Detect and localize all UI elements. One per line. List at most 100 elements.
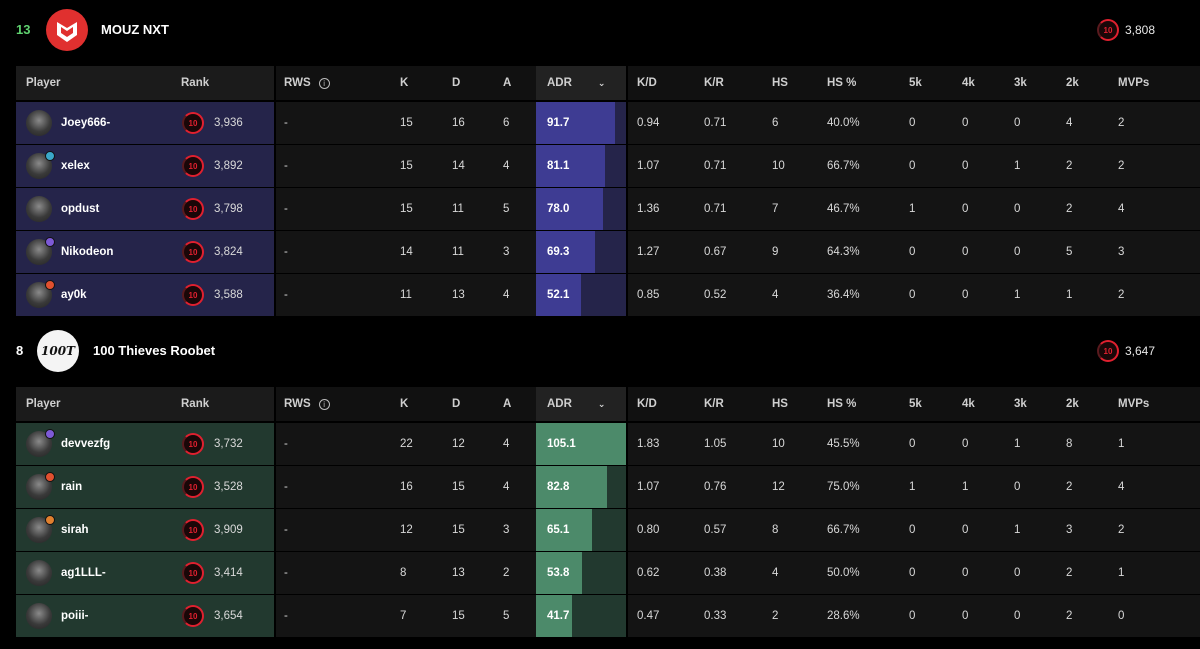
header-rws[interactable]: RWS i xyxy=(284,387,330,421)
header-hs-pct[interactable]: HS % xyxy=(827,387,856,421)
stat-kr: 0.71 xyxy=(704,203,727,215)
header-label: 5k xyxy=(909,398,922,410)
player-name[interactable]: sirah xyxy=(61,524,89,536)
stat-a: 4 xyxy=(503,481,510,493)
stat-hs-pct: 66.7% xyxy=(827,160,860,172)
header-k5[interactable]: 5k xyxy=(909,387,922,421)
team-name[interactable]: 100 Thieves Roobet xyxy=(93,343,216,358)
header-adr[interactable]: ADR ⌄ xyxy=(547,66,605,100)
header-label: RWS xyxy=(284,77,311,89)
stat-k3: 1 xyxy=(1014,289,1021,301)
player-name[interactable]: Joey666- xyxy=(61,117,111,129)
header-rank[interactable]: Rank xyxy=(181,77,210,89)
header-hs-pct[interactable]: HS % xyxy=(827,66,856,100)
table-row[interactable]: Joey666- 10 3,936 - 15 16 6 0.94 0.71 6 40.0% 0 0 0 4 2… xyxy=(16,102,1200,144)
team-logo[interactable]: 100T xyxy=(37,330,79,372)
stat-adr: 52.1 xyxy=(547,289,570,301)
player-name[interactable]: rain xyxy=(61,481,83,493)
stat-rws: - xyxy=(284,481,288,493)
header-a[interactable]: A xyxy=(503,387,511,421)
table-row[interactable]: rain 10 3,528-16 15 4 1.07 0.76 12 75.0% 1 1 0 2 4 82.… xyxy=(16,466,1200,508)
player-name[interactable]: poiii- xyxy=(61,610,89,622)
header-mvps[interactable]: MVPs xyxy=(1118,387,1149,421)
adr-bar xyxy=(536,423,626,465)
header-rank[interactable]: Rank xyxy=(181,398,210,410)
stat-rws: - xyxy=(284,246,288,258)
avatar[interactable] xyxy=(26,110,52,136)
stat-k5: 0 xyxy=(909,524,916,536)
player-name[interactable]: ay0k xyxy=(61,289,87,301)
table-row[interactable]: xelex 10 3,892 - 15 14 4 1.07 0.71 10 66.7% 0 0 1 2 2 81… xyxy=(16,145,1200,187)
avatar[interactable] xyxy=(26,560,52,586)
header-hs[interactable]: HS xyxy=(772,387,788,421)
stat-k5: 1 xyxy=(909,203,916,215)
header-kr[interactable]: K/R xyxy=(704,66,724,100)
stat-d: 11 xyxy=(452,203,464,215)
header-k2[interactable]: 2k xyxy=(1066,387,1079,421)
header-hs[interactable]: HS xyxy=(772,66,788,100)
header-label: HS % xyxy=(827,398,857,410)
header-k2[interactable]: 2k xyxy=(1066,66,1079,100)
header-mvps[interactable]: MVPs xyxy=(1118,66,1149,100)
header-player[interactable]: Player xyxy=(26,77,61,89)
header-a[interactable]: A xyxy=(503,66,511,100)
player-name[interactable]: xelex xyxy=(61,160,90,172)
header-d[interactable]: D xyxy=(452,66,460,100)
stat-a: 2 xyxy=(503,567,510,579)
header-k3[interactable]: 3k xyxy=(1014,66,1027,100)
stat-mvps: 3 xyxy=(1118,246,1125,258)
player-name[interactable]: ag1LLL- xyxy=(61,567,106,579)
header-adr[interactable]: ADR ⌄ xyxy=(547,387,605,421)
level-10-icon: 10 xyxy=(182,519,204,541)
header-label: MVPs xyxy=(1118,398,1150,410)
header-rws[interactable]: RWS i xyxy=(284,66,330,100)
stat-k2: 2 xyxy=(1066,567,1073,579)
stat-k: 11 xyxy=(400,289,412,301)
player-name[interactable]: Nikodeon xyxy=(61,246,114,258)
table-row[interactable]: devvezfg 10 3,732 - 22 12 4 1.83 1.05 10 45.5% 0 0 1 8… xyxy=(16,423,1200,465)
table-row[interactable]: poiii- 10 3,654 - 7 15 5 0.47 0.33 2 28.6% 0 0 0 2 0 41.… xyxy=(16,595,1200,637)
header-k4[interactable]: 4k xyxy=(962,66,975,100)
header-k4[interactable]: 4k xyxy=(962,387,975,421)
info-icon[interactable]: i xyxy=(318,398,330,410)
stat-k3: 1 xyxy=(1014,524,1021,536)
stat-kd: 0.62 xyxy=(637,567,660,579)
stat-mvps: 2 xyxy=(1118,117,1125,129)
info-icon[interactable]: i xyxy=(318,77,330,89)
team-logo[interactable] xyxy=(46,9,88,51)
avatar[interactable] xyxy=(26,196,52,222)
player-name[interactable]: devvezfg xyxy=(61,438,111,450)
header-kd[interactable]: K/D xyxy=(637,66,657,100)
header-kr[interactable]: K/R xyxy=(704,387,724,421)
avatar[interactable] xyxy=(26,603,52,629)
header-k[interactable]: K xyxy=(400,66,408,100)
stat-mvps: 2 xyxy=(1118,160,1125,172)
table-row[interactable]: sirah 10 3,909 - 12 15 3 0.80 0.57 8 66.7% 0 0 1 3 2 65.… xyxy=(16,509,1200,551)
table-row[interactable]: ay0k 10 3,588-11 13 4 0.85 0.52 4 36.4% 0 0 1 1 2 52.1 xyxy=(16,274,1200,316)
header-d[interactable]: D xyxy=(452,387,460,421)
stat-k2: 2 xyxy=(1066,481,1073,493)
stat-mvps: 4 xyxy=(1118,481,1125,493)
header-kd[interactable]: K/D xyxy=(637,387,657,421)
header-k5[interactable]: 5k xyxy=(909,66,922,100)
stat-hs: 8 xyxy=(772,524,779,536)
table-row[interactable]: ag1LLL- 10 3,414 - 8 13 2 0.62 0.38 4 50.0% 0 0 0 2 1 53… xyxy=(16,552,1200,594)
player-name[interactable]: opdust xyxy=(61,203,100,215)
header-k[interactable]: K xyxy=(400,387,408,421)
avatar-status-icon xyxy=(45,515,55,525)
stat-kd: 0.85 xyxy=(637,289,660,301)
level-10-icon: 10 xyxy=(182,562,204,584)
stat-k3: 0 xyxy=(1014,117,1021,129)
chevron-down-icon: ⌄ xyxy=(597,77,606,88)
table-header-row: Player Rank RWS i K D A K/D K/R HS HS % 5k 4k 3k 2k MVP… xyxy=(16,66,1200,100)
table-row[interactable]: Nikodeon 10 3,824 - 14 11 3 1.27 0.67 9 64.3% 0 0 0 5 3… xyxy=(16,231,1200,273)
header-k3[interactable]: 3k xyxy=(1014,387,1027,421)
stat-hs-pct: 45.5% xyxy=(827,438,860,450)
rank-value: 3,824 xyxy=(214,246,243,258)
stat-adr: 65.1 xyxy=(547,524,570,536)
team-name[interactable]: MOUZ NXT xyxy=(101,22,169,37)
header-player[interactable]: Player xyxy=(26,398,61,410)
stat-k4: 0 xyxy=(962,160,969,172)
table-row[interactable]: opdust 10 3,798-15 11 5 1.36 0.71 7 46.7% 1 0 0 2 4 78… xyxy=(16,188,1200,230)
stat-k5: 1 xyxy=(909,481,916,493)
